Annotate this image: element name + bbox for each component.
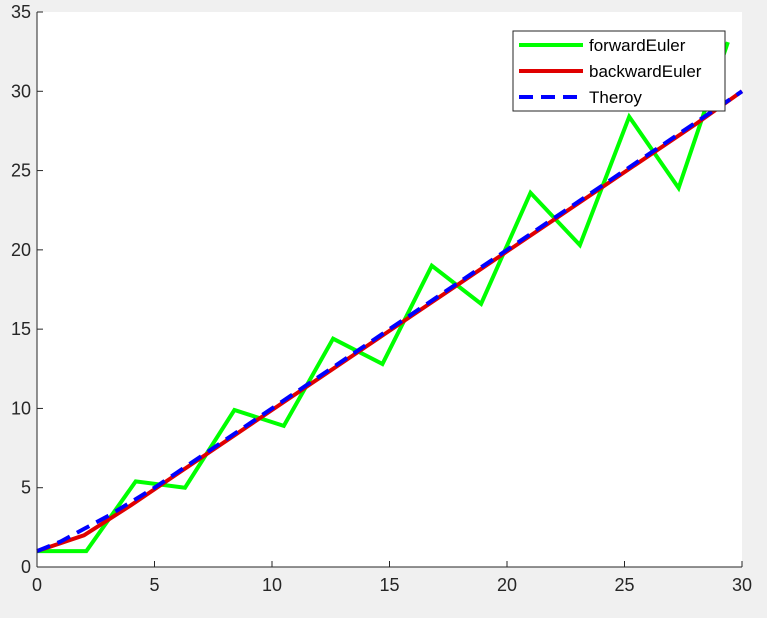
- series-line-forwardEuler: [37, 41, 730, 554]
- y-tick-label: 5: [21, 478, 31, 498]
- y-tick-label: 35: [11, 2, 31, 22]
- y-tick-label: 20: [11, 240, 31, 260]
- legend-label: forwardEuler: [589, 36, 686, 55]
- x-tick-label: 30: [732, 575, 752, 595]
- x-tick-label: 20: [497, 575, 517, 595]
- x-tick-label: 25: [614, 575, 634, 595]
- legend-label: backwardEuler: [589, 62, 702, 81]
- legend-label: Theroy: [589, 88, 642, 107]
- series-line-Theroy: [36, 89, 744, 553]
- y-tick-label: 15: [11, 319, 31, 339]
- y-tick-label: 25: [11, 161, 31, 181]
- legend: forwardEuler backwardEuler Theroy: [512, 30, 726, 112]
- axes-layer: 0 5 10 15 20 25 30 0 5 10 15 20 25 30 35: [11, 2, 752, 595]
- y-tick-label: 30: [11, 81, 31, 101]
- series-layer: [36, 41, 744, 554]
- y-tick-label: 10: [11, 398, 31, 418]
- x-tick-label: 5: [149, 575, 159, 595]
- x-tick-label: 10: [262, 575, 282, 595]
- y-tick-label: 0: [21, 557, 31, 577]
- x-tick-label: 0: [32, 575, 42, 595]
- x-tick-label: 15: [379, 575, 399, 595]
